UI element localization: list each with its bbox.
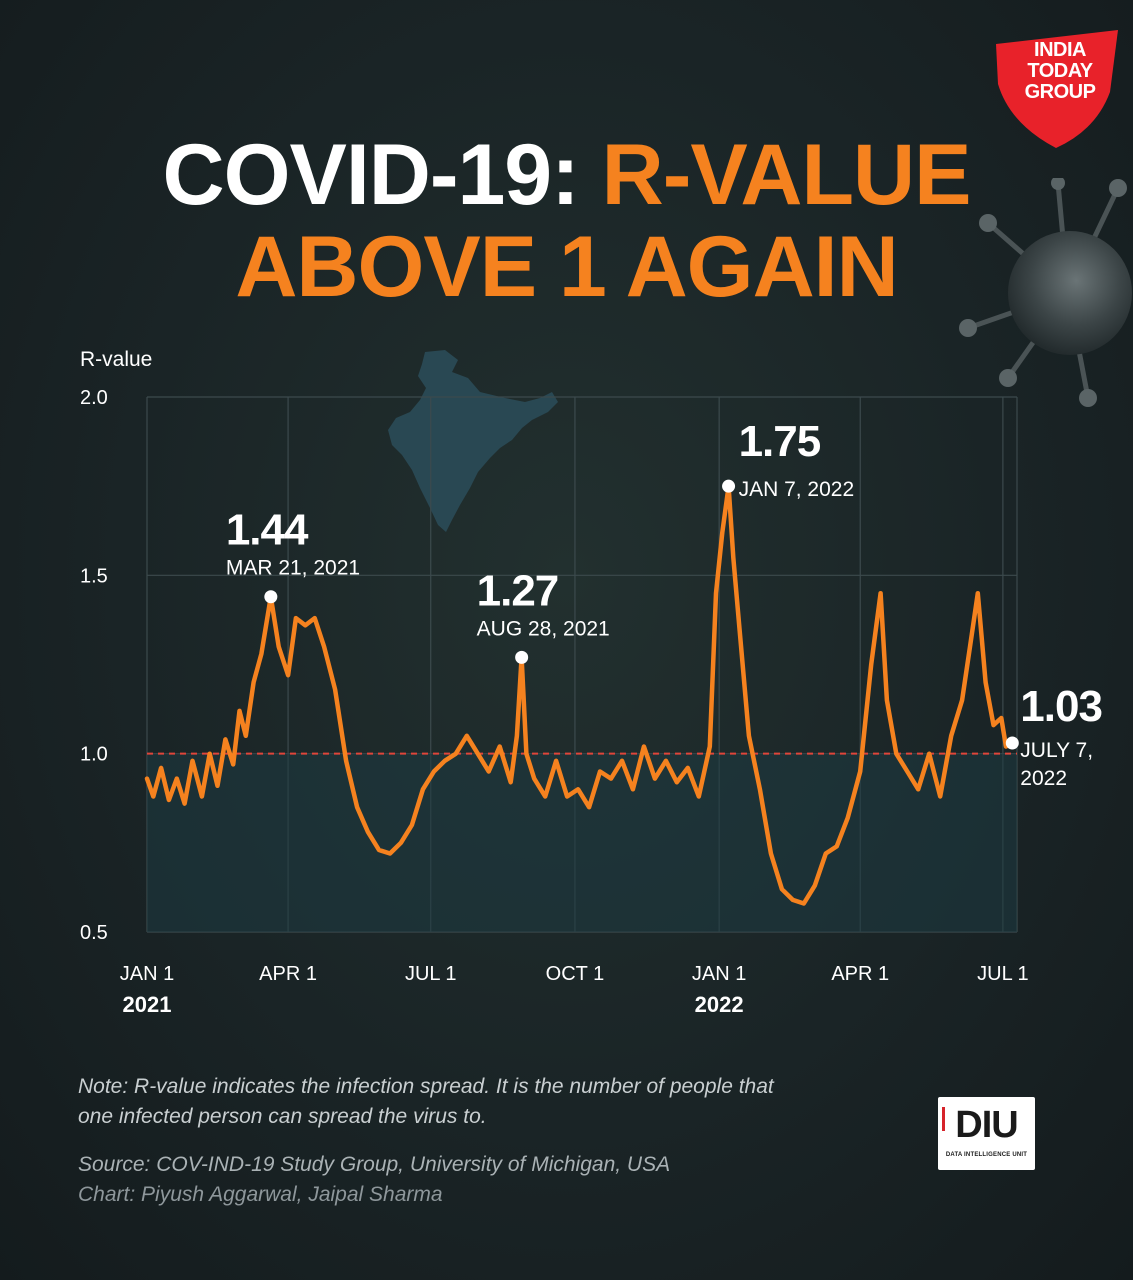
title-part-2: R-VALUE [601,127,972,223]
y-tick-label: 1.5 [80,565,108,587]
y-tick-label: 2.0 [80,387,108,409]
annotation-value: 1.27 [477,566,559,615]
annotation-date: JULY 7, [1020,739,1093,762]
x-tick-label: JUL 1 [405,963,457,985]
diu-logo: DIU DATA INTELLIGENCE UNIT [938,1097,1035,1170]
annotation-date: MAR 21, 2021 [226,557,360,580]
note-text: Note: R-value indicates the infection sp… [78,1072,838,1132]
title-part-1: COVID-19: [162,127,602,223]
diu-logo-text: DIU [955,1104,1018,1146]
annotation-value: 1.03 [1020,682,1102,731]
diu-logo-subtitle: DATA INTELLIGENCE UNIT [945,1152,1028,1158]
x-tick-label: JAN 1 [120,963,174,985]
r-value-series-line [144,483,1015,906]
y-tick-label: 1.0 [80,744,108,766]
below-threshold-area [147,753,1017,932]
x-tick-year: 2021 [123,992,172,1017]
annotation-date: AUG 28, 2021 [477,617,610,640]
x-tick-label: JAN 1 [692,963,746,985]
annotation-point [515,650,529,664]
note-line-2: one infected person can spread the virus… [78,1105,487,1128]
diu-logo-accent [942,1107,945,1131]
annotation-date-line-2: 2022 [1020,767,1067,790]
annotation-value: 1.75 [739,417,821,466]
logo-text: INDIA TODAY GROUP [1024,39,1096,103]
note-line-1: Note: R-value indicates the infection sp… [78,1075,774,1098]
credit-text: Chart: Piyush Aggarwal, Jaipal Sharma [78,1183,443,1206]
x-tick-label: APR 1 [259,963,317,985]
x-tick-label: OCT 1 [546,963,605,985]
r-value-line-chart: R-value 2.0 1.5 1.0 0.5 JAN 1 2021 APR 1 JUL 1 O… [80,348,1103,1017]
annotation-point [264,590,278,604]
x-tick-label: APR 1 [831,963,889,985]
annotation-point [1005,736,1019,750]
annotation-point [722,479,736,493]
india-map-silhouette [388,350,558,532]
title-line-1: COVID-19: R-VALUE [0,130,1133,220]
x-tick-year: 2022 [695,992,744,1017]
india-today-group-logo [996,30,1118,148]
x-tick-label: JUL 1 [977,963,1029,985]
y-axis-label: R-value [80,348,152,371]
annotation-value: 1.44 [226,506,309,555]
title-line-2: ABOVE 1 AGAIN [235,219,898,315]
y-tick-label: 0.5 [80,922,108,944]
virus-illustration [959,178,1132,407]
source-text: Source: COV-IND-19 Study Group, Universi… [78,1153,671,1176]
annotation-date: JAN 7, 2022 [739,478,855,501]
